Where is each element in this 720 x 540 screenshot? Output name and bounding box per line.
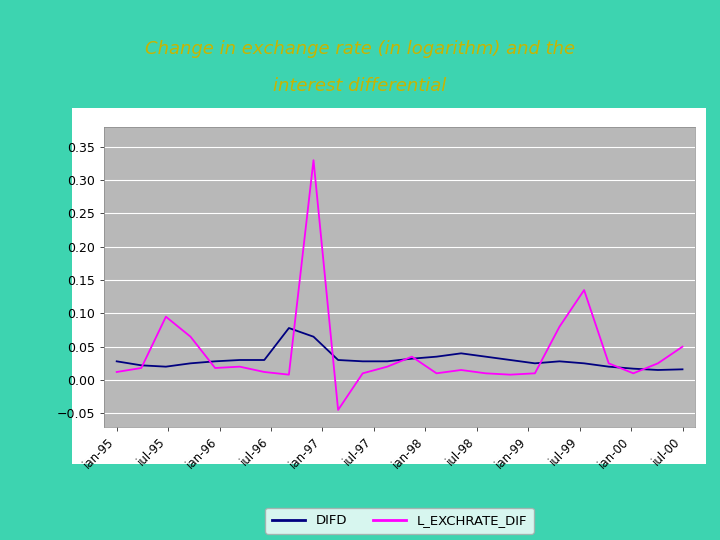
DIFD xyxy=(309,333,318,340)
L_EXCHRATE_DIF xyxy=(112,369,121,375)
DIFD xyxy=(334,357,343,363)
L_EXCHRATE_DIF xyxy=(432,370,441,376)
L_EXCHRATE_DIF xyxy=(678,343,687,350)
L_EXCHRATE_DIF xyxy=(309,157,318,164)
DIFD xyxy=(408,355,416,362)
DIFD xyxy=(383,358,392,365)
DIFD xyxy=(235,357,244,363)
DIFD xyxy=(359,358,367,365)
Text: Change in exchange rate (in logarithm) and the: Change in exchange rate (in logarithm) a… xyxy=(145,39,575,58)
L_EXCHRATE_DIF xyxy=(383,363,392,370)
DIFD xyxy=(137,362,145,369)
DIFD xyxy=(629,366,638,372)
DIFD xyxy=(284,325,293,331)
L_EXCHRATE_DIF xyxy=(260,369,269,375)
L_EXCHRATE_DIF xyxy=(161,313,170,320)
DIFD xyxy=(531,360,539,367)
DIFD xyxy=(112,358,121,365)
L_EXCHRATE_DIF xyxy=(235,363,244,370)
L_EXCHRATE_DIF xyxy=(334,407,343,413)
L_EXCHRATE_DIF xyxy=(531,370,539,376)
DIFD xyxy=(506,357,515,363)
DIFD xyxy=(604,363,613,370)
Legend: DIFD, L_EXCHRATE_DIF: DIFD, L_EXCHRATE_DIF xyxy=(265,508,534,534)
L_EXCHRATE_DIF xyxy=(408,353,416,360)
L_EXCHRATE_DIF xyxy=(456,367,465,373)
DIFD xyxy=(186,360,195,367)
L_EXCHRATE_DIF xyxy=(482,370,490,376)
L_EXCHRATE_DIF xyxy=(359,370,367,376)
DIFD xyxy=(211,358,220,365)
DIFD xyxy=(678,366,687,373)
DIFD xyxy=(482,353,490,360)
DIFD xyxy=(654,367,662,373)
L_EXCHRATE_DIF xyxy=(186,333,195,340)
L_EXCHRATE_DIF xyxy=(284,372,293,378)
DIFD xyxy=(432,353,441,360)
DIFD xyxy=(580,360,588,367)
Text: interest differential: interest differential xyxy=(274,77,446,96)
L_EXCHRATE_DIF xyxy=(137,364,145,371)
DIFD xyxy=(161,363,170,370)
Line: L_EXCHRATE_DIF: L_EXCHRATE_DIF xyxy=(117,160,683,410)
L_EXCHRATE_DIF xyxy=(654,360,662,367)
DIFD xyxy=(456,350,465,356)
L_EXCHRATE_DIF xyxy=(211,364,220,371)
L_EXCHRATE_DIF xyxy=(555,323,564,330)
DIFD xyxy=(555,358,564,365)
Line: DIFD: DIFD xyxy=(117,328,683,370)
L_EXCHRATE_DIF xyxy=(604,360,613,367)
L_EXCHRATE_DIF xyxy=(506,372,515,378)
L_EXCHRATE_DIF xyxy=(580,287,588,293)
L_EXCHRATE_DIF xyxy=(629,370,638,376)
DIFD xyxy=(260,357,269,363)
